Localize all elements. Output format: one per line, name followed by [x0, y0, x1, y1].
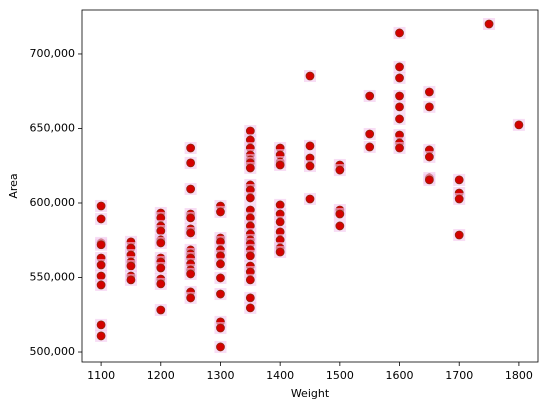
point	[186, 143, 196, 153]
point	[424, 87, 434, 97]
x-tick-label: 1200	[147, 369, 175, 382]
y-tick-label: 550,000	[30, 271, 76, 284]
point	[424, 102, 434, 112]
point	[395, 62, 404, 72]
x-tick-label: 1100	[87, 369, 115, 382]
point	[305, 71, 315, 81]
point	[186, 228, 196, 238]
point	[245, 275, 255, 285]
point	[96, 331, 106, 341]
point	[365, 129, 375, 139]
point	[216, 323, 225, 333]
x-axis-label: Weight	[291, 387, 330, 400]
point	[96, 201, 106, 211]
point	[186, 269, 196, 279]
point	[245, 303, 255, 313]
y-tick-label: 600,000	[30, 196, 76, 209]
y-axis-label: Area	[7, 173, 20, 198]
point	[186, 184, 196, 194]
point	[216, 207, 225, 217]
x-tick-label: 1700	[445, 369, 473, 382]
point	[96, 320, 106, 330]
point	[245, 126, 255, 136]
point	[365, 142, 375, 152]
point	[216, 259, 225, 269]
point	[216, 289, 225, 299]
point	[395, 102, 404, 112]
point	[96, 280, 106, 290]
point	[186, 293, 196, 303]
plot-frame	[81, 9, 539, 363]
point	[156, 226, 166, 236]
point	[514, 120, 524, 130]
x-tick-label: 1800	[505, 369, 533, 382]
point	[216, 342, 225, 352]
point	[305, 194, 315, 204]
point	[454, 230, 464, 240]
point	[424, 175, 434, 185]
y-tick-label: 650,000	[30, 121, 76, 134]
point	[275, 160, 285, 170]
point	[126, 261, 136, 271]
x-tick-label: 1500	[326, 369, 354, 382]
point	[275, 247, 285, 257]
x-tick-label: 1300	[206, 369, 234, 382]
point	[245, 193, 255, 203]
point	[395, 28, 404, 38]
x-tick-label: 1600	[386, 369, 414, 382]
point	[395, 91, 404, 101]
point	[335, 165, 345, 175]
y-tick-label: 500,000	[30, 345, 76, 358]
point	[96, 260, 106, 270]
point	[424, 152, 434, 162]
point	[305, 161, 315, 171]
point	[156, 279, 166, 289]
point	[395, 73, 404, 83]
point	[484, 19, 494, 29]
point	[335, 209, 345, 219]
point	[126, 275, 136, 285]
point	[365, 91, 375, 101]
y-tick-label: 700,000	[30, 47, 76, 60]
point	[186, 213, 196, 223]
point	[156, 263, 166, 273]
point	[395, 143, 404, 153]
point	[186, 158, 196, 168]
point	[156, 238, 166, 248]
point	[245, 163, 255, 173]
point	[395, 114, 404, 124]
point	[454, 194, 464, 204]
point	[305, 141, 315, 151]
point	[96, 240, 106, 250]
point	[275, 200, 285, 210]
point	[156, 305, 166, 315]
x-tick-label: 1400	[266, 369, 294, 382]
point	[216, 273, 225, 283]
point	[96, 214, 106, 224]
point	[275, 217, 285, 227]
point	[245, 251, 255, 261]
point	[245, 293, 255, 303]
point	[454, 175, 464, 185]
point	[96, 271, 106, 281]
point	[335, 221, 345, 231]
